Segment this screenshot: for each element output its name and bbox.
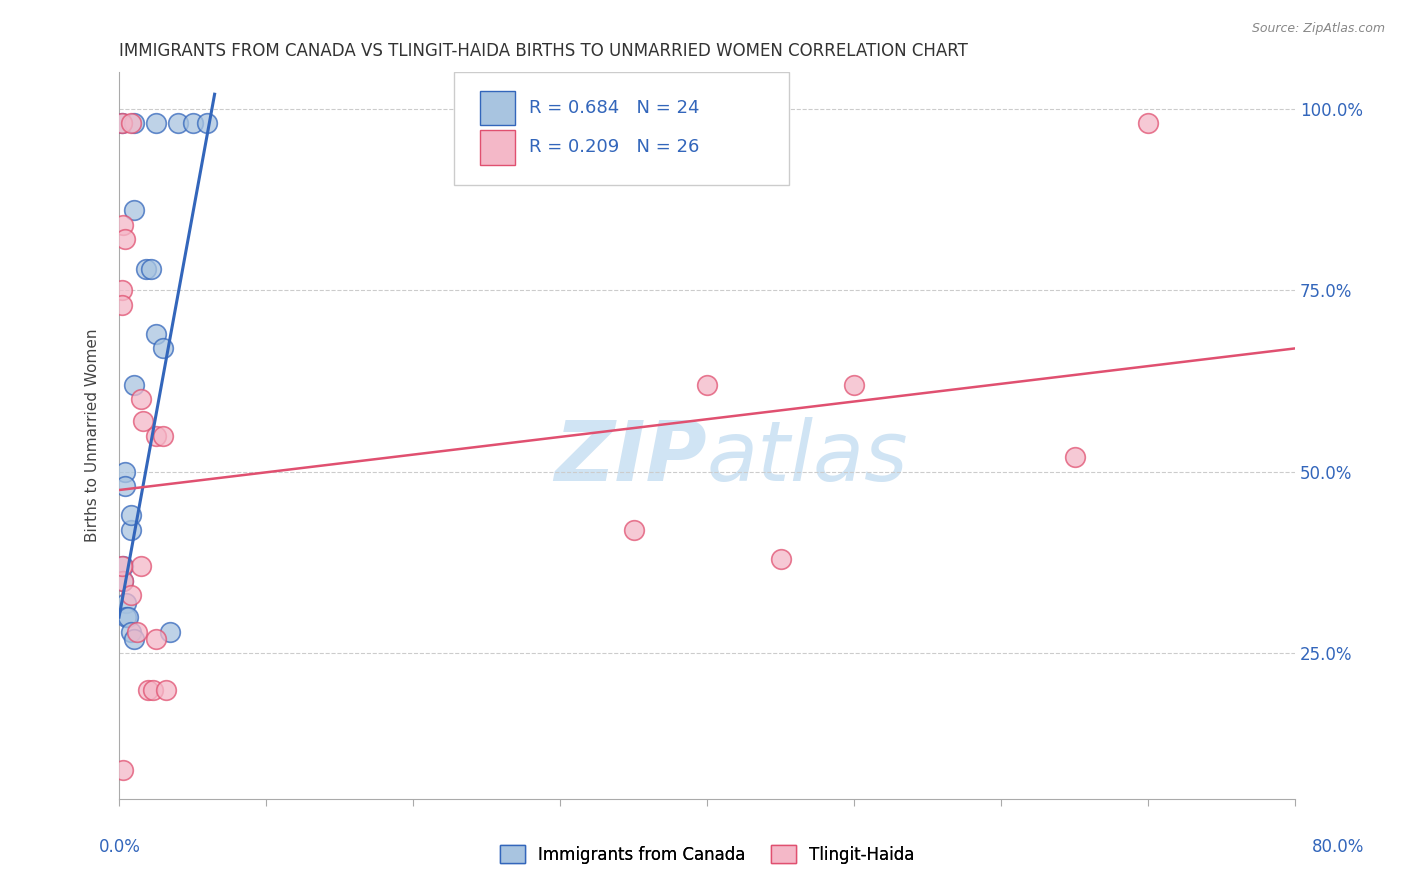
Y-axis label: Births to Unmarried Women: Births to Unmarried Women [86, 329, 100, 542]
Point [142, 682, 165, 697]
Point [120, 523, 142, 537]
Point [120, 624, 142, 639]
Point [112, 763, 135, 777]
Point [166, 116, 188, 130]
Text: atlas: atlas [707, 417, 908, 498]
FancyBboxPatch shape [479, 91, 516, 126]
Point [111, 116, 134, 130]
Point [181, 116, 204, 130]
Point [125, 624, 148, 639]
Point [111, 283, 134, 297]
Point [1063, 450, 1085, 465]
Text: R = 0.209   N = 26: R = 0.209 N = 26 [530, 138, 700, 156]
Point [115, 610, 138, 624]
Point [114, 232, 136, 246]
Point [117, 610, 139, 624]
Point [145, 116, 167, 130]
Point [129, 392, 152, 407]
Point [152, 428, 174, 442]
Point [134, 261, 156, 276]
Point [141, 261, 163, 276]
FancyBboxPatch shape [454, 72, 789, 185]
Point [112, 574, 135, 588]
FancyBboxPatch shape [479, 130, 516, 165]
Point [145, 326, 167, 341]
Point [122, 632, 145, 646]
Text: 0.0%: 0.0% [98, 838, 141, 856]
Point [112, 218, 135, 232]
Text: ZIP: ZIP [554, 417, 707, 498]
Point [842, 377, 865, 392]
Text: R = 0.684   N = 24: R = 0.684 N = 24 [530, 99, 700, 117]
Point [120, 588, 142, 602]
Point [111, 116, 134, 130]
Point [111, 559, 134, 574]
Point [120, 508, 142, 523]
Point [112, 559, 135, 574]
Text: IMMIGRANTS FROM CANADA VS TLINGIT-HAIDA BIRTHS TO UNMARRIED WOMEN CORRELATION CH: IMMIGRANTS FROM CANADA VS TLINGIT-HAIDA … [120, 42, 967, 60]
Point [131, 414, 153, 428]
Point [112, 574, 135, 588]
Point [769, 552, 792, 566]
Point [145, 632, 167, 646]
Point [623, 523, 645, 537]
Point [115, 596, 138, 610]
Legend: Immigrants from Canada, Tlingit-Haida: Immigrants from Canada, Tlingit-Haida [494, 838, 921, 871]
Point [120, 116, 142, 130]
Point [195, 116, 218, 130]
Point [122, 377, 145, 392]
Point [152, 342, 174, 356]
Point [114, 465, 136, 479]
Point [114, 479, 136, 493]
Point [129, 559, 152, 574]
Point [145, 428, 167, 442]
Text: 80.0%: 80.0% [1312, 838, 1364, 856]
Point [122, 203, 145, 218]
Point [696, 377, 718, 392]
Point [155, 682, 177, 697]
Point [122, 116, 145, 130]
Point [138, 682, 160, 697]
Point [111, 298, 134, 312]
Point [159, 624, 181, 639]
Text: Source: ZipAtlas.com: Source: ZipAtlas.com [1251, 22, 1385, 36]
Point [1137, 116, 1160, 130]
